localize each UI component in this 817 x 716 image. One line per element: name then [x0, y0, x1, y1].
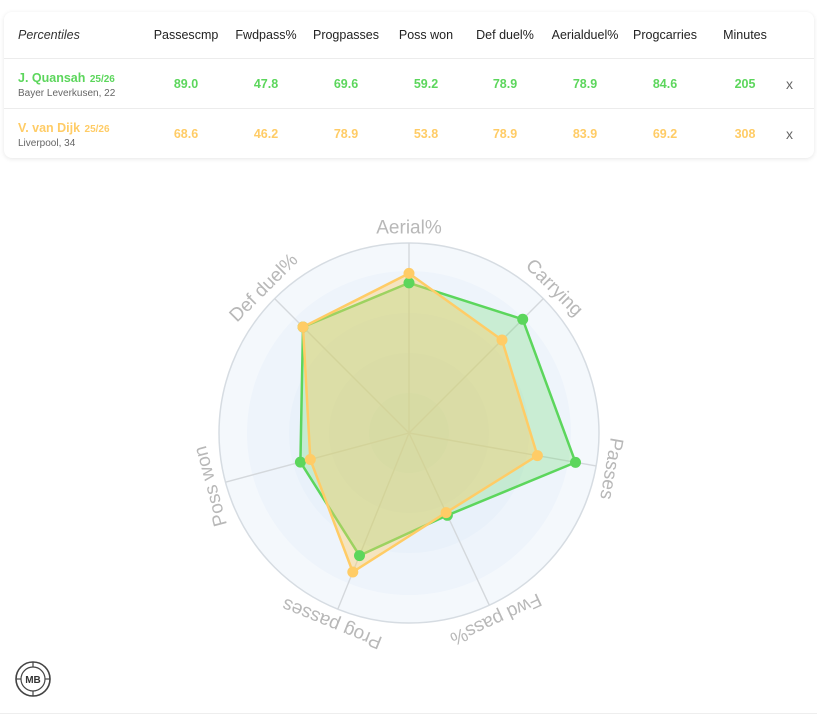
column-header-line: Prog — [633, 28, 660, 42]
column-header-line: Poss won — [398, 28, 454, 42]
column-header-line: Passes — [153, 28, 195, 42]
column-header-line: duel% — [583, 28, 619, 42]
player-club: Bayer Leverkusen, 22 — [18, 88, 116, 99]
column-header-line: Minutes — [723, 28, 767, 42]
data-point — [403, 277, 415, 289]
stat-value: 308 — [734, 127, 756, 141]
column-header-line: Prog — [312, 28, 340, 42]
column-header: Minutes — [707, 12, 783, 58]
stat-value: 47.8 — [253, 77, 279, 91]
column-header: Aerial duel% — [547, 12, 623, 58]
table-title: Percentiles — [18, 28, 80, 42]
column-header: Prog carries — [627, 12, 703, 58]
player-club: Liverpool, 34 — [18, 138, 76, 149]
column-header: Def duel% — [467, 12, 543, 58]
player-name: J. Quansah — [18, 71, 86, 85]
radar-spoke — [408, 432, 597, 467]
column-header-line: carries — [659, 28, 697, 42]
radar-spoke — [274, 298, 410, 434]
column-header: Passes cmp — [148, 12, 224, 58]
axis-label: Aerial% — [376, 218, 442, 239]
radar-spoke — [337, 432, 410, 610]
stat-value: 89.0 — [173, 77, 199, 91]
stat-value: 46.2 — [253, 127, 279, 141]
axis-label: Passes — [595, 436, 627, 501]
divider — [0, 713, 817, 714]
data-point — [570, 456, 581, 468]
column-header-line: pass% — [259, 28, 297, 42]
data-point — [403, 267, 415, 279]
stat-value: 78.9 — [492, 77, 518, 91]
stat-value: 205 — [734, 77, 756, 91]
mb-logo-icon: MB — [15, 661, 51, 697]
player-info: V. van Dijk 25/26 Liverpool, 34 — [18, 119, 110, 149]
data-point — [517, 313, 529, 325]
player-season: 25/26 — [89, 74, 115, 85]
data-point — [304, 454, 316, 465]
stat-value: 68.6 — [173, 127, 199, 141]
stat-value: 78.9 — [333, 127, 359, 141]
stat-value: 84.6 — [652, 77, 678, 91]
column-header: Prog passes — [308, 12, 384, 58]
radar-spoke — [225, 432, 410, 483]
player-row-quansah: J. Quansah 25/26 Bayer Leverkusen, 22 89… — [4, 58, 814, 109]
series-area — [301, 272, 539, 574]
column-header-line: Fwd — [235, 28, 260, 42]
stat-value: 69.2 — [652, 127, 678, 141]
stat-value: 78.9 — [492, 127, 518, 141]
percentiles-table: Percentiles Passes cmp Fwd pass% Prog passes P… — [4, 12, 814, 158]
column-header-line: passes — [339, 28, 379, 42]
data-point — [440, 507, 452, 519]
player-info: J. Quansah 25/26 Bayer Leverkusen, 22 — [18, 69, 115, 99]
stat-value: 78.9 — [572, 77, 598, 91]
remove-player-button[interactable]: x — [786, 126, 793, 142]
column-header: Poss won — [388, 12, 464, 58]
data-point — [297, 321, 309, 333]
logo-text: MB — [25, 675, 41, 686]
data-point — [294, 456, 306, 468]
column-header-line: Aerial — [551, 28, 584, 42]
player-season: 25/26 — [84, 124, 110, 135]
data-point — [496, 334, 508, 346]
column-header-line: Def duel% — [476, 28, 534, 42]
player-name: V. van Dijk — [18, 121, 81, 135]
stat-value: 83.9 — [572, 127, 598, 141]
data-point — [347, 566, 359, 578]
stat-value: 59.2 — [413, 77, 439, 91]
table-header: Percentiles Passes cmp Fwd pass% Prog passes P… — [4, 12, 814, 58]
data-point — [531, 450, 543, 462]
column-header: Fwd pass% — [228, 12, 304, 58]
stat-value: 53.8 — [413, 127, 439, 141]
stat-value: 69.6 — [333, 77, 359, 91]
player-row-van-dijk: V. van Dijk 25/26 Liverpool, 34 68.6 46.2… — [4, 108, 814, 159]
column-header-line: cmp — [194, 28, 219, 42]
series-area — [299, 281, 577, 557]
data-point — [354, 550, 365, 562]
remove-player-button[interactable]: x — [786, 76, 793, 92]
